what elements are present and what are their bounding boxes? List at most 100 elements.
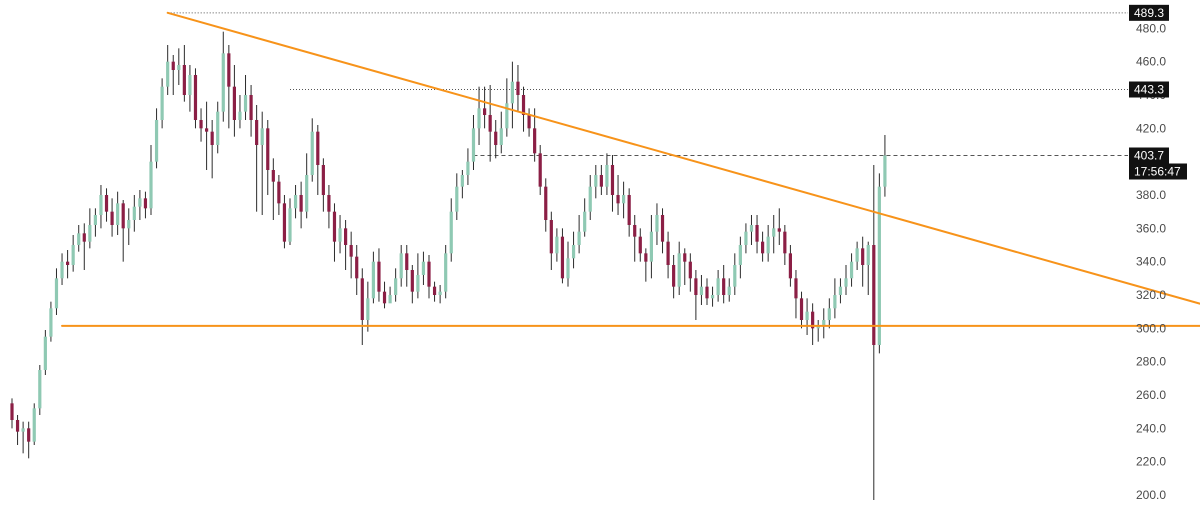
candle-body-up <box>394 278 398 295</box>
candle-body-up <box>505 103 509 129</box>
y-tick-label: 240.0 <box>1136 421 1166 435</box>
candle <box>744 223 748 254</box>
candle <box>104 188 109 222</box>
candle <box>282 195 287 249</box>
candle-body-up <box>766 236 770 254</box>
last-price-badge-bg <box>1129 147 1169 164</box>
price-guide-lines <box>167 12 1128 156</box>
candle-body-up <box>855 248 859 262</box>
candle <box>588 175 592 220</box>
candle <box>838 278 843 304</box>
candle-body-up <box>127 220 131 229</box>
candle-body-up <box>366 298 370 320</box>
candle-body-down <box>799 298 804 320</box>
candle-body-down <box>861 248 865 265</box>
candle-body-up <box>566 258 570 279</box>
candle <box>694 270 698 320</box>
candle-body-down <box>10 403 14 420</box>
candle <box>182 45 186 102</box>
candle <box>455 173 459 220</box>
candle-body-up <box>221 53 225 112</box>
candle-body-down <box>549 220 553 254</box>
high-level-badge: 489.3 <box>1129 4 1169 21</box>
candle-body-up <box>477 108 481 129</box>
candle <box>199 108 203 142</box>
candle <box>877 173 881 354</box>
candle <box>816 320 820 342</box>
candle-body-down <box>199 120 203 129</box>
candle-body-up <box>727 286 731 295</box>
candle-body-down <box>872 245 876 345</box>
candle-body-down <box>610 165 615 195</box>
candle <box>82 223 86 270</box>
candle-body-down <box>683 253 687 262</box>
candle-body-up <box>822 320 826 325</box>
candle-body-down <box>405 253 409 270</box>
candle <box>861 236 865 287</box>
candle <box>216 101 220 154</box>
candle <box>827 298 831 329</box>
candle-body-up <box>833 295 837 309</box>
candle-body-up <box>772 228 776 237</box>
candle-body-down <box>777 228 781 232</box>
candle-body-down <box>794 278 798 299</box>
candle <box>705 278 709 305</box>
candle <box>110 198 114 237</box>
candle-body-up <box>444 253 448 292</box>
candle <box>232 65 236 137</box>
candle <box>260 111 264 215</box>
candle-body-down <box>761 241 765 254</box>
candle <box>193 68 198 129</box>
candle-body-down <box>788 253 792 279</box>
candle <box>255 105 259 212</box>
candle-body-up <box>588 186 592 212</box>
candle <box>616 175 620 215</box>
candle <box>622 181 626 219</box>
candle <box>288 198 292 245</box>
candle <box>399 245 403 287</box>
candle <box>271 158 275 220</box>
candle <box>49 301 53 342</box>
candle-body-down <box>332 211 337 242</box>
y-tick-label: 380.0 <box>1136 188 1166 202</box>
candle-body-up <box>471 128 476 162</box>
candle-body-up <box>449 211 453 254</box>
candle-body-up <box>388 295 392 304</box>
candle <box>249 85 253 137</box>
candle-body-up <box>60 261 64 279</box>
swing-level-badge-bg <box>1129 81 1169 98</box>
candle <box>805 298 809 335</box>
candle-body-down <box>299 195 303 212</box>
descending-resistance-trendline[interactable] <box>166 11 1200 319</box>
candle <box>54 268 59 315</box>
candle-body-down <box>282 203 287 242</box>
candle <box>305 153 309 219</box>
candle-body-up <box>455 186 459 212</box>
candle-body-down <box>255 120 259 145</box>
candle-body-down <box>616 195 620 204</box>
y-tick-label: 420.0 <box>1136 121 1166 135</box>
candle <box>10 398 14 429</box>
candle <box>382 281 387 309</box>
candle-body-up <box>883 155 887 187</box>
candle-body-up <box>49 308 53 337</box>
candle-body-up <box>416 275 420 292</box>
candle <box>677 241 681 295</box>
candle <box>321 158 325 212</box>
candle <box>649 215 653 279</box>
candle <box>460 170 464 199</box>
candle-body-down <box>516 81 520 95</box>
candle <box>466 148 470 185</box>
candle <box>394 268 398 302</box>
candle-body-up <box>54 278 59 309</box>
candle <box>449 198 453 262</box>
candle <box>205 101 209 170</box>
candle-body-up <box>655 215 659 232</box>
candle <box>794 270 798 319</box>
candle <box>210 120 214 179</box>
candle-body-down <box>627 195 631 225</box>
candle <box>171 55 175 95</box>
candle-body-up <box>710 295 715 299</box>
